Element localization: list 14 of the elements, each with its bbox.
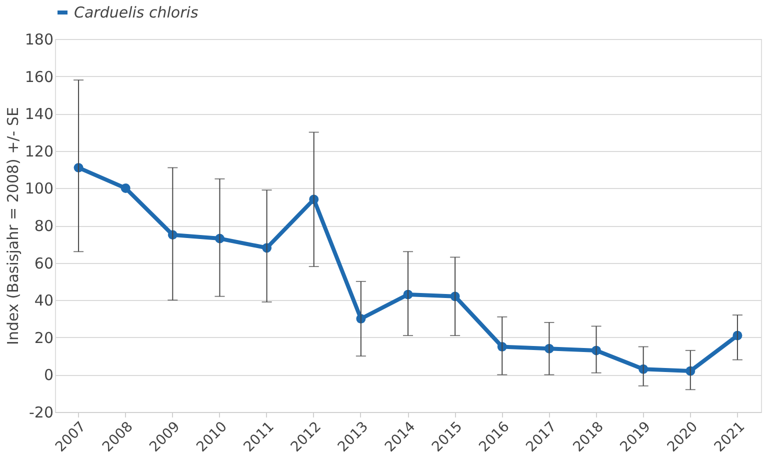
- point: [120, 183, 130, 193]
- y-tick-label: 160: [24, 68, 54, 86]
- y-tick-label: 140: [24, 105, 54, 124]
- y-tick-label: 20: [34, 328, 54, 347]
- y-tick-label: -20: [29, 404, 54, 422]
- y-tick-label: 0: [44, 366, 54, 384]
- legend-label: Carduelis chloris: [74, 4, 198, 22]
- y-tick-label: 80: [34, 217, 54, 235]
- y-tick-label: 40: [34, 292, 54, 310]
- y-tick-label: 120: [24, 142, 54, 160]
- y-axis-title: Index (Basisjahr = 2008) +/- SE: [4, 107, 22, 345]
- y-tick-label: 180: [24, 30, 54, 48]
- y-tick-label: 60: [34, 254, 54, 272]
- y-tick-label: 100: [24, 180, 54, 198]
